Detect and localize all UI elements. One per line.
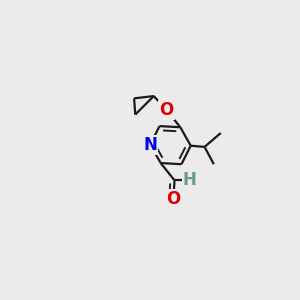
Text: N: N: [143, 136, 157, 154]
Text: O: O: [166, 190, 181, 208]
Text: H: H: [183, 171, 196, 189]
Text: O: O: [159, 101, 174, 119]
